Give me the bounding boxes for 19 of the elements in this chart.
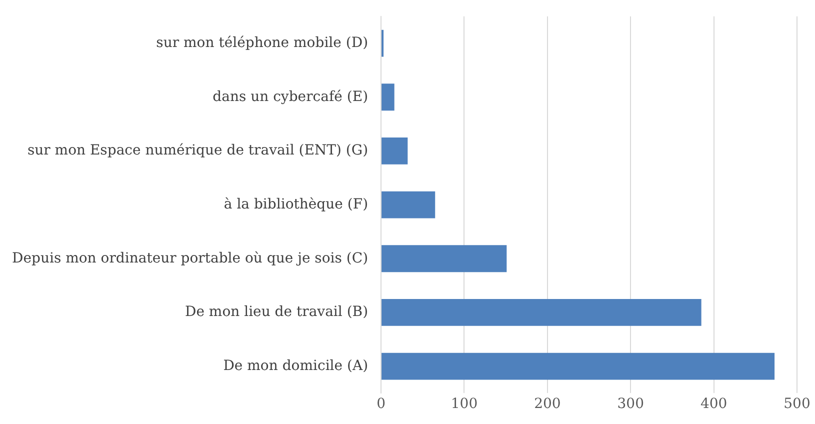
y-tick-label: sur mon téléphone mobile (D) [156,34,368,51]
y-tick-label: dans un cybercafé (E) [212,88,368,105]
x-tick-label: 300 [617,396,644,412]
x-tick-label: 500 [784,396,810,412]
x-tick-label: 0 [376,396,386,412]
x-tick-label: 200 [534,396,561,412]
y-tick-label: De mon lieu de travail (B) [184,304,368,320]
bar [382,138,408,164]
x-tick-label: 100 [450,396,478,412]
bar [382,299,702,326]
bar [382,245,507,272]
y-tick-label: à la bibliothèque (F) [224,196,368,212]
y-tick-label: De mon domicile (A) [223,358,368,374]
bar [382,352,775,380]
y-tick-label: Depuis mon ordinateur portable où que je sois (C) [12,250,368,266]
bar [382,84,394,111]
x-tick-label: 400 [700,396,728,412]
bar [382,191,436,218]
y-tick-label: sur mon Espace numérique de travail (ENT) (G) [27,142,368,159]
